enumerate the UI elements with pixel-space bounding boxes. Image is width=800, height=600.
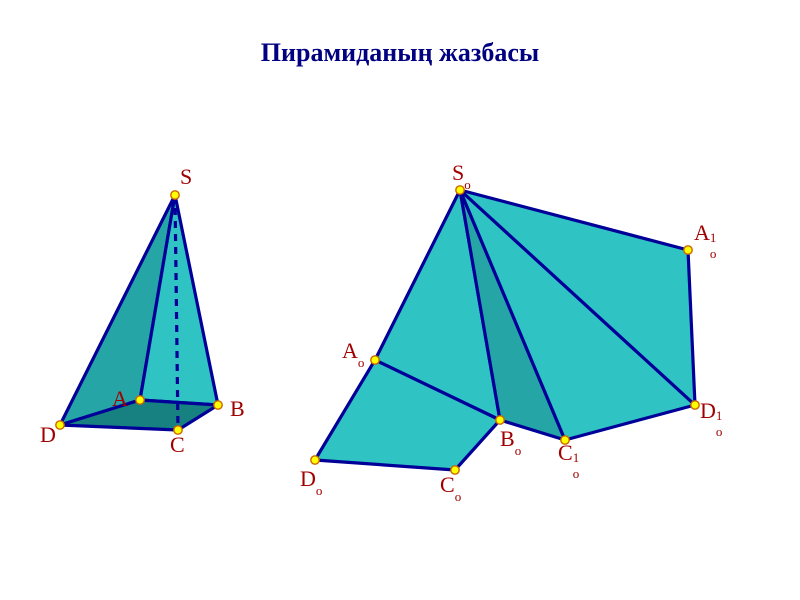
vertex-label: Dо xyxy=(300,468,322,493)
vertex-label: C1о xyxy=(558,442,588,464)
vertex-label: Bо xyxy=(500,428,521,453)
vertex-label: S xyxy=(180,166,192,188)
vertex-label: B xyxy=(230,398,245,420)
vertex-label: D xyxy=(40,424,56,446)
vertex-label: Sо xyxy=(452,162,471,187)
geometry-scene xyxy=(0,0,800,600)
vertex-label: D1о xyxy=(700,400,731,422)
vertex-label: Cо xyxy=(440,474,461,499)
vertex-label: C xyxy=(170,434,185,456)
vertex-label: A xyxy=(112,388,128,410)
vertex-label: A1о xyxy=(694,222,725,244)
vertex-label: Aо xyxy=(342,340,364,365)
